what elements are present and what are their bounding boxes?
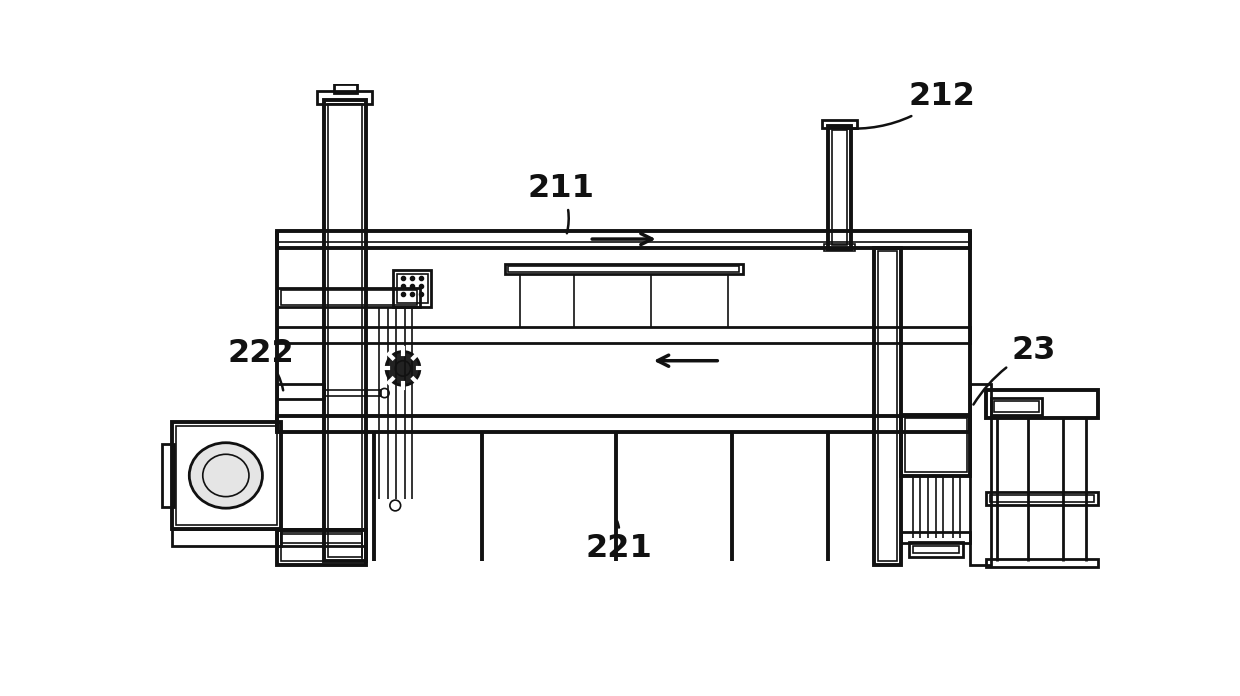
Bar (994, 401, 1039, 411)
Bar (397, 274, 428, 303)
Bar (986, 390, 1097, 418)
Bar (278, 231, 971, 248)
Bar (828, 126, 851, 249)
Text: 221: 221 (585, 521, 652, 564)
Bar (913, 546, 959, 553)
Bar (278, 416, 971, 432)
Bar (278, 327, 971, 343)
Text: 211: 211 (528, 173, 595, 233)
Bar (176, 426, 278, 525)
Bar (505, 264, 743, 274)
Bar (990, 495, 1094, 503)
Bar (986, 491, 1097, 505)
Bar (324, 390, 382, 396)
Bar (822, 120, 857, 128)
Bar (508, 266, 739, 272)
Bar (393, 270, 432, 307)
Bar (281, 290, 417, 305)
Bar (327, 104, 362, 557)
Bar (878, 251, 898, 561)
Bar (905, 418, 967, 473)
Bar (909, 541, 962, 557)
Bar (986, 559, 1097, 567)
Bar (281, 532, 362, 543)
Text: 23: 23 (973, 335, 1055, 404)
Bar (281, 534, 362, 561)
Ellipse shape (190, 443, 263, 508)
Bar (278, 383, 324, 400)
Bar (172, 422, 281, 528)
Bar (278, 528, 366, 546)
Bar (278, 287, 420, 307)
Text: 222: 222 (227, 338, 294, 390)
Bar (278, 530, 366, 564)
Bar (901, 532, 971, 543)
Bar (832, 129, 847, 245)
Bar (162, 444, 174, 507)
Bar (172, 528, 281, 546)
Bar (901, 415, 971, 476)
Bar (991, 397, 1042, 415)
Bar (317, 91, 372, 104)
Text: 212: 212 (843, 81, 976, 129)
Bar (874, 248, 901, 564)
Bar (324, 100, 366, 561)
Bar (825, 244, 854, 251)
Bar (334, 84, 357, 93)
Circle shape (386, 351, 420, 386)
Bar (971, 383, 991, 564)
